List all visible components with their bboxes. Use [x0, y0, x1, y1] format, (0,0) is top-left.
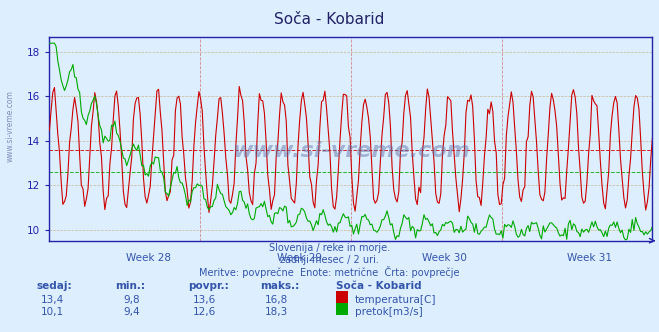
- Text: Soča - Kobarid: Soča - Kobarid: [336, 281, 422, 290]
- Text: 18,3: 18,3: [265, 307, 289, 317]
- Text: Week 28: Week 28: [127, 253, 171, 263]
- Text: Week 29: Week 29: [277, 253, 322, 263]
- Text: 13,6: 13,6: [192, 295, 216, 305]
- Text: temperatura[C]: temperatura[C]: [355, 295, 436, 305]
- Text: pretok[m3/s]: pretok[m3/s]: [355, 307, 422, 317]
- Text: 9,4: 9,4: [123, 307, 140, 317]
- Text: Slovenija / reke in morje.: Slovenija / reke in morje.: [269, 243, 390, 253]
- Text: povpr.:: povpr.:: [188, 281, 229, 290]
- Text: 9,8: 9,8: [123, 295, 140, 305]
- Text: Meritve: povprečne  Enote: metrične  Črta: povprečje: Meritve: povprečne Enote: metrične Črta:…: [199, 266, 460, 278]
- Text: Soča - Kobarid: Soča - Kobarid: [274, 12, 385, 27]
- Text: 13,4: 13,4: [41, 295, 65, 305]
- Text: Week 30: Week 30: [422, 253, 467, 263]
- Text: 16,8: 16,8: [265, 295, 289, 305]
- Text: maks.:: maks.:: [260, 281, 300, 290]
- Text: sedaj:: sedaj:: [36, 281, 72, 290]
- Text: min.:: min.:: [115, 281, 146, 290]
- Text: www.si-vreme.com: www.si-vreme.com: [232, 141, 470, 161]
- Text: Week 31: Week 31: [567, 253, 612, 263]
- Text: www.si-vreme.com: www.si-vreme.com: [5, 90, 14, 162]
- Text: zadnji mesec / 2 uri.: zadnji mesec / 2 uri.: [280, 255, 379, 265]
- Text: 10,1: 10,1: [41, 307, 65, 317]
- Text: 12,6: 12,6: [192, 307, 216, 317]
